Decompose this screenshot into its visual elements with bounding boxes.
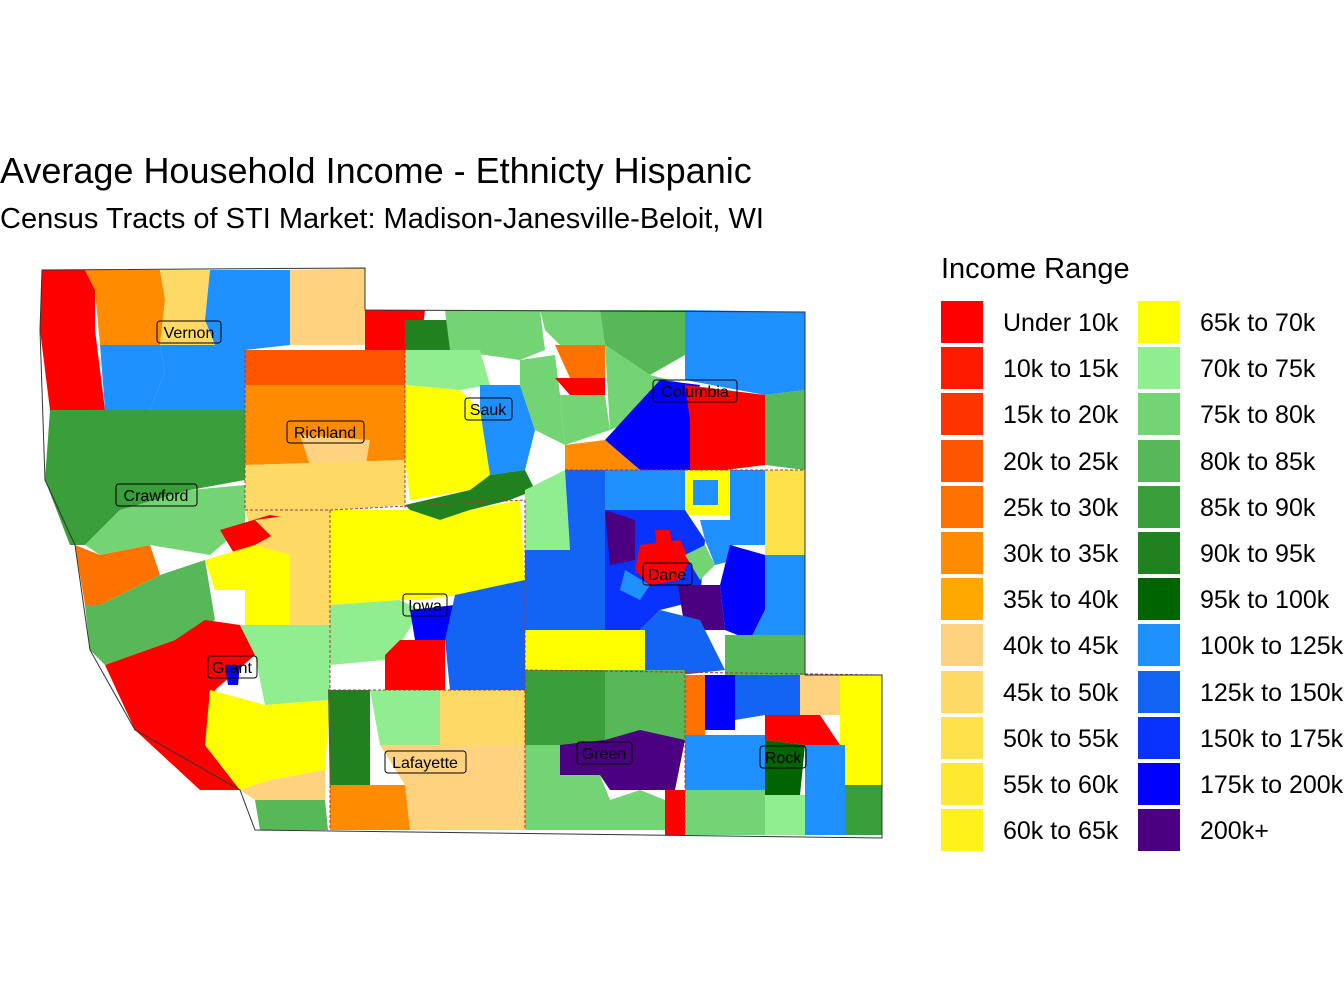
legend-swatch	[1138, 393, 1180, 436]
label-sauk: Sauk	[470, 402, 507, 419]
legend-label: 65k to 70k	[1200, 309, 1316, 337]
legend-swatch	[1138, 624, 1180, 667]
county-vernon	[40, 268, 365, 410]
legend-label: 60k to 65k	[1003, 817, 1119, 846]
legend-swatch	[941, 393, 983, 436]
county-lafayette	[328, 690, 525, 830]
legend-swatch	[1138, 716, 1180, 759]
county-dane	[525, 470, 805, 675]
map-subtitle: Census Tracts of STI Market: Madison-Jan…	[0, 203, 764, 235]
legend-label: 95k to 100k	[1200, 586, 1330, 615]
county-labels: Vernon Richland Sauk Columbia Crawford D…	[115, 320, 807, 774]
legend-label: 75k to 80k	[1200, 401, 1316, 430]
legend-label: 70k to 75k	[1200, 355, 1316, 384]
label-columbia: Columbia	[661, 384, 729, 401]
label-iowa: Iowa	[408, 598, 442, 615]
label-rock: Rock	[765, 750, 802, 767]
legend-label: 80k to 85k	[1200, 447, 1316, 476]
legend-swatch	[1138, 763, 1180, 805]
legend-label: 100k to 125k	[1200, 632, 1344, 661]
legend-swatch	[1138, 670, 1180, 713]
label-crawford: Crawford	[124, 488, 189, 505]
county-green	[525, 670, 685, 835]
county-richland	[245, 350, 405, 510]
map-title: Average Household Income - Ethnicty Hisp…	[0, 150, 752, 191]
county-crawford	[45, 410, 245, 665]
legend-swatch	[941, 301, 983, 343]
legend-label: 150k to 175k	[1200, 724, 1344, 753]
legend-swatch	[941, 347, 983, 390]
legend-swatch	[941, 485, 983, 528]
legend-swatch	[1138, 485, 1180, 528]
legend-swatch	[941, 578, 983, 621]
market-outline	[39, 267, 883, 839]
legend-swatch	[1138, 578, 1180, 621]
legend-label: 200k+	[1200, 817, 1269, 846]
legend-swatch	[1138, 532, 1180, 574]
legend-label: 175k to 200k	[1200, 771, 1344, 799]
label-dane: Dane	[648, 567, 686, 584]
legend-label: 85k to 90k	[1200, 493, 1316, 522]
legend-label: 50k to 55k	[1003, 724, 1119, 753]
legend-label: Under 10k	[1003, 309, 1119, 337]
legend-label: 90k to 95k	[1200, 540, 1316, 568]
legend-swatch	[941, 439, 983, 482]
legend-title: Income Range	[941, 253, 1130, 285]
legend-swatch	[1138, 347, 1180, 390]
legend-label: 45k to 50k	[1003, 678, 1119, 707]
legend-swatch	[941, 670, 983, 713]
legend-label: 125k to 150k	[1200, 678, 1344, 707]
legend-label: 25k to 30k	[1003, 493, 1119, 522]
label-vernon: Vernon	[164, 325, 215, 342]
legend-label: 15k to 20k	[1003, 401, 1119, 430]
legend-swatch	[1138, 809, 1180, 852]
legend-label: 30k to 35k	[1003, 540, 1119, 568]
legend-swatch	[941, 532, 983, 574]
label-richland: Richland	[294, 425, 356, 442]
legend-swatch	[941, 809, 983, 852]
legend-label: 35k to 40k	[1003, 586, 1119, 615]
legend-swatch	[1138, 439, 1180, 482]
county-grant	[105, 510, 330, 830]
choropleth-map: Vernon Richland Sauk Columbia Crawford D…	[39, 267, 883, 839]
legend-label: 55k to 60k	[1003, 771, 1119, 799]
legend-swatch	[941, 763, 983, 805]
legend-label: 40k to 45k	[1003, 632, 1119, 661]
legend-swatch	[941, 716, 983, 759]
label-grant: Grant	[212, 660, 253, 677]
legend-swatch	[941, 624, 983, 667]
label-green: Green	[582, 746, 626, 763]
county-boundaries	[244, 320, 883, 835]
legend-label: 20k to 25k	[1003, 447, 1119, 476]
legend-swatch	[1138, 301, 1180, 343]
legend-label: 10k to 15k	[1003, 355, 1119, 384]
county-sauk	[365, 310, 610, 520]
label-lafayette: Lafayette	[392, 755, 458, 772]
